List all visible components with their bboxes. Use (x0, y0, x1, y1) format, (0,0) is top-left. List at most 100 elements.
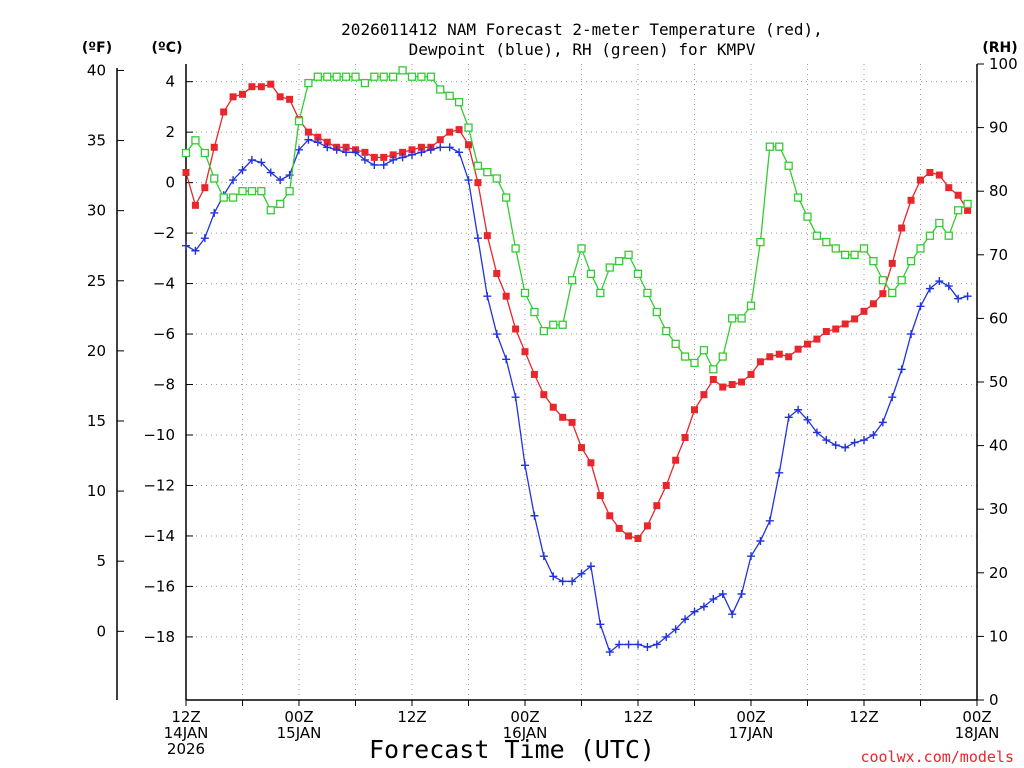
2-meter-temperature-point (625, 532, 633, 540)
dewpoint-point (747, 552, 755, 561)
2-meter-temperature-point (474, 179, 482, 187)
rh-point (737, 314, 746, 323)
rh-point (652, 307, 661, 317)
2-meter-temperature-point (201, 184, 209, 192)
dewpoint-point (935, 277, 944, 286)
dewpoint-point (963, 292, 972, 301)
dewpoint-point (398, 153, 407, 162)
fahrenheit-tick-label: 10 (87, 482, 106, 500)
2-meter-temperature-point (643, 522, 651, 530)
2-meter-temperature-point (286, 95, 294, 103)
rh-point (313, 72, 322, 81)
2-meter-temperature-point (521, 348, 529, 356)
2-meter-temperature-line (185, 83, 969, 540)
rh-point (859, 244, 869, 253)
rh-point (323, 72, 332, 81)
rh-point (728, 314, 737, 323)
dewpoint-point (794, 405, 803, 414)
2-meter-temperature-point (926, 169, 934, 177)
fahrenheit-unit-label: (ºF) (82, 40, 112, 56)
rh-point (906, 257, 916, 266)
dewpoint-point (530, 511, 539, 520)
celsius-tick-label: 2 (165, 123, 175, 141)
dewpoint-point (699, 602, 708, 611)
dewpoint-point (803, 415, 812, 424)
2-meter-temperature-point (342, 143, 350, 151)
time-tick-label: 12Z (623, 708, 652, 726)
time-tick-label: 12Z (397, 708, 426, 726)
rh-point (492, 174, 501, 183)
dewpoint-point (765, 516, 774, 525)
dewpoint-series (182, 135, 972, 657)
rh-point (351, 72, 360, 81)
2-meter-temperature-point (314, 133, 322, 141)
time-tick-label: 00Z (510, 708, 539, 726)
rh-point (577, 244, 586, 253)
dewpoint-point (841, 443, 850, 452)
time-tick-label: 12Z (849, 708, 878, 726)
dewpoint-point (888, 393, 897, 402)
2-meter-temperature-point (813, 335, 821, 343)
dewpoint-point (615, 640, 624, 649)
2-meter-temperature-point (672, 456, 680, 464)
celsius-tick-label: −18 (143, 628, 175, 646)
chart-title-line1: 2026011412 NAM Forecast 2-meter Temperat… (341, 20, 823, 39)
2-meter-temperature-point (747, 370, 755, 378)
rh-point (586, 269, 596, 279)
dewpoint-point (596, 620, 605, 629)
dewpoint-point (878, 418, 887, 427)
rh-point (615, 257, 624, 266)
dewpoint-point (360, 155, 369, 164)
2-meter-temperature-point (465, 141, 472, 149)
rh-point (407, 72, 417, 81)
2-meter-temperature-point (804, 340, 811, 348)
dewpoint-point (247, 155, 256, 164)
2-meter-temperature-point (860, 307, 868, 315)
time-tick-label: 00Z (736, 708, 765, 726)
2-meter-temperature-point (898, 224, 906, 232)
dewpoint-point (737, 590, 746, 598)
dewpoint-point (775, 468, 784, 477)
2-meter-temperature-point (257, 83, 265, 91)
dewpoint-point (756, 537, 765, 545)
dewpoint-point (502, 355, 511, 364)
rh-point (756, 237, 765, 247)
time-tick-label: 12Z (171, 708, 200, 726)
dewpoint-point (944, 282, 953, 291)
rh-point (841, 250, 850, 259)
dewpoint-point (577, 569, 586, 578)
gridlines (186, 64, 977, 700)
2-meter-temperature-point (267, 80, 275, 88)
2-meter-temperature-point (738, 378, 746, 386)
2-meter-temperature-point (323, 138, 331, 146)
fahrenheit-tick-label: 35 (87, 132, 106, 150)
dewpoint-point (521, 461, 529, 470)
rh-point (878, 276, 887, 285)
dewpoint-point (925, 284, 934, 293)
2-meter-temperature-point (361, 148, 369, 156)
dewpoint-point (549, 572, 558, 581)
2-meter-temperature-point (964, 206, 972, 214)
celsius-tick-label: −2 (153, 224, 175, 242)
dewpoint-point (907, 330, 916, 339)
dewpoint-point (464, 176, 473, 185)
rh-point (294, 117, 304, 126)
celsius-tick-label: −4 (153, 275, 175, 293)
rh-point (341, 72, 351, 81)
2-meter-temperature-point (248, 83, 256, 91)
credit-link[interactable]: coolwx.com/models (860, 748, 1014, 766)
rh-point (558, 320, 567, 329)
2-meter-temperature-point (794, 345, 802, 353)
dewpoint-point (182, 241, 190, 250)
celsius-tick-label: −8 (153, 376, 175, 394)
2-meter-temperature-point (239, 90, 246, 98)
dewpoint-point (313, 138, 322, 147)
rh-point (436, 85, 445, 94)
rh-point (360, 78, 370, 88)
dewpoint-point (812, 428, 821, 437)
celsius-tick-label: −14 (143, 527, 175, 545)
rh-point (464, 123, 473, 132)
dewpoint-point (492, 330, 501, 339)
rh-point (539, 326, 548, 336)
